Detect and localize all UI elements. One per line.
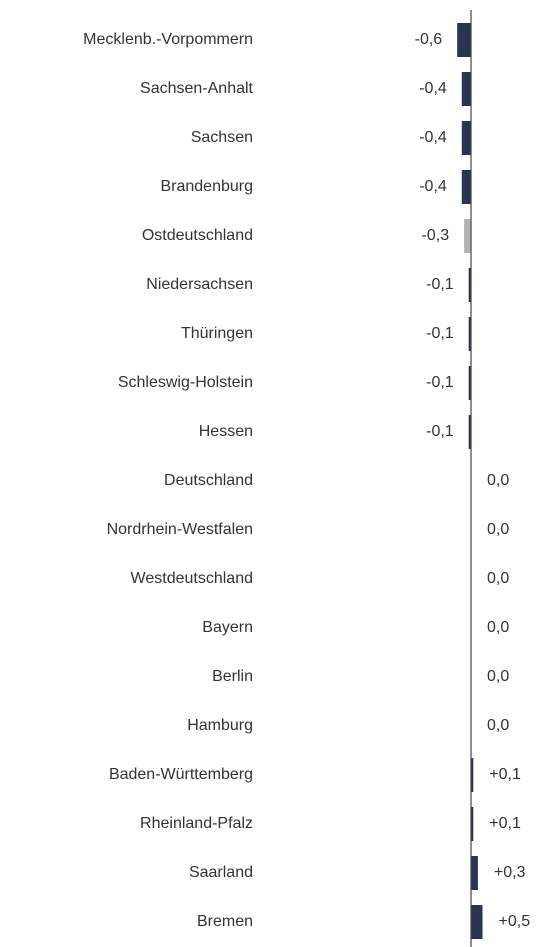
- bar: [468, 415, 471, 449]
- value-label: 0,0: [487, 570, 509, 587]
- value-label: -0,4: [419, 80, 447, 97]
- category-label: Thüringen: [181, 325, 253, 342]
- category-label: Nordrhein-Westfalen: [107, 521, 253, 538]
- value-label: -0,6: [415, 31, 443, 48]
- value-label: 0,0: [487, 472, 509, 489]
- category-label: Ostdeutschland: [142, 227, 253, 244]
- value-label: 0,0: [487, 668, 509, 685]
- category-label: Saarland: [189, 864, 253, 881]
- bar: [461, 121, 471, 155]
- category-label: Berlin: [212, 668, 253, 685]
- category-label: Baden-Württemberg: [109, 766, 253, 783]
- bar: [468, 268, 471, 302]
- category-label: Sachsen: [191, 129, 253, 146]
- value-label: +0,5: [499, 913, 531, 930]
- value-label: -0,4: [419, 129, 447, 146]
- category-label: Bremen: [197, 913, 253, 930]
- value-label: 0,0: [487, 619, 509, 636]
- category-label: Deutschland: [164, 472, 253, 489]
- bar: [471, 758, 474, 792]
- value-label: -0,1: [426, 325, 454, 342]
- category-label: Brandenburg: [160, 178, 253, 195]
- value-label: +0,1: [489, 815, 521, 832]
- bar: [461, 170, 471, 204]
- category-label: Bayern: [202, 619, 253, 636]
- bar: [471, 856, 478, 890]
- value-label: -0,4: [419, 178, 447, 195]
- category-label: Schleswig-Holstein: [118, 374, 253, 391]
- bar: [471, 905, 483, 939]
- value-label: +0,1: [489, 766, 521, 783]
- bar: [471, 807, 474, 841]
- category-label: Hessen: [199, 423, 253, 440]
- category-label: Mecklenb.-Vorpommern: [83, 31, 253, 48]
- bar: [468, 366, 471, 400]
- value-label: -0,3: [422, 227, 450, 244]
- bar: [468, 317, 471, 351]
- category-label: Westdeutschland: [131, 570, 253, 587]
- value-label: -0,1: [426, 276, 454, 293]
- bar: [457, 23, 471, 57]
- value-label: 0,0: [487, 717, 509, 734]
- value-label: 0,0: [487, 521, 509, 538]
- category-label: Hamburg: [187, 717, 253, 734]
- category-label: Niedersachsen: [146, 276, 253, 293]
- value-label: +0,3: [494, 864, 526, 881]
- bar: [461, 72, 471, 106]
- category-label: Sachsen-Anhalt: [140, 80, 254, 97]
- value-label: -0,1: [426, 423, 454, 440]
- category-label: Rheinland-Pfalz: [140, 815, 253, 832]
- bar: [464, 219, 471, 253]
- value-label: -0,1: [426, 374, 454, 391]
